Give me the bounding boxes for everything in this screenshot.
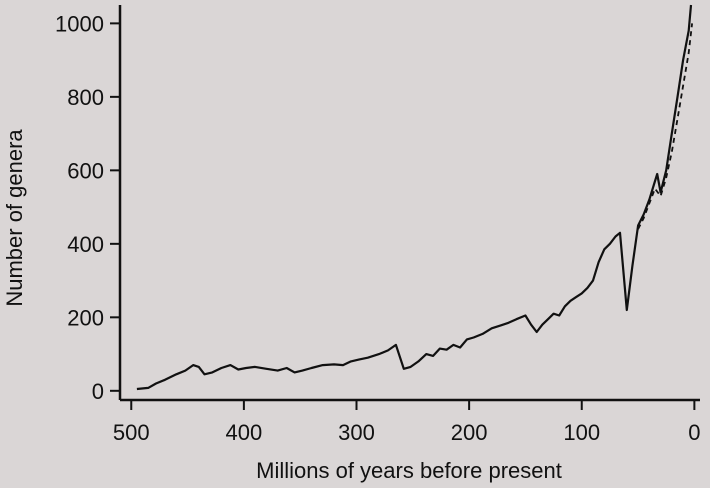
- x-tick-label: 0: [688, 420, 700, 445]
- series-line-dashed: [637, 23, 693, 230]
- x-tick-label: 100: [563, 420, 600, 445]
- y-tick-label: 400: [67, 232, 104, 257]
- y-tick-label: 200: [67, 305, 104, 330]
- x-tick-label: 500: [113, 420, 150, 445]
- y-ticks: 0 200 400 600 800 1000: [55, 11, 120, 404]
- y-tick-label: 800: [67, 85, 104, 110]
- x-tick-label: 400: [226, 420, 263, 445]
- x-tick-label: 300: [338, 420, 375, 445]
- y-tick-label: 1000: [55, 11, 104, 36]
- axes: [118, 5, 700, 402]
- series-line-solid: [136, 4, 693, 391]
- x-axis-title: Millions of years before present: [256, 458, 562, 483]
- series-layer: [136, 4, 693, 391]
- y-axis-title: Number of genera: [2, 129, 27, 307]
- x-ticks: 500 400 300 200 100 0: [113, 400, 700, 445]
- y-tick-label: 0: [92, 379, 104, 404]
- x-tick-label: 200: [451, 420, 488, 445]
- y-tick-label: 600: [67, 158, 104, 183]
